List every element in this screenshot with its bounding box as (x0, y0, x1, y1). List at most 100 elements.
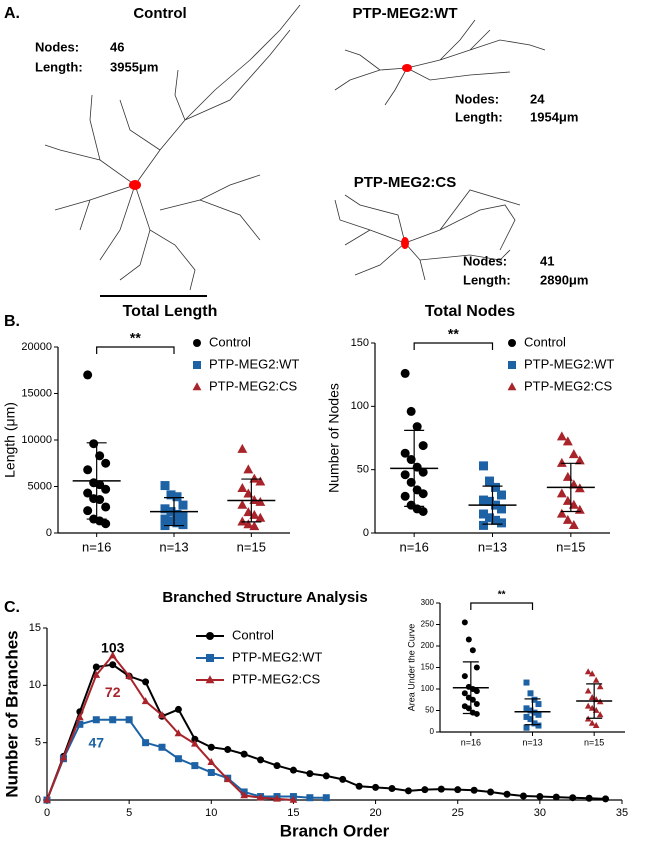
legend-marker (507, 382, 517, 391)
data-point (174, 705, 182, 713)
data-point (240, 791, 248, 799)
data-point (101, 519, 111, 529)
data-point (461, 619, 468, 626)
data-point (141, 697, 150, 705)
data-point (243, 519, 254, 529)
data-point (497, 490, 506, 500)
length-label: Length: (455, 109, 503, 124)
y-tick-label: 15000 (21, 387, 52, 399)
data-point (404, 787, 412, 795)
data-point (142, 678, 150, 686)
data-point (531, 709, 538, 716)
data-point (527, 716, 534, 723)
data-point (59, 753, 68, 761)
data-point (596, 711, 604, 718)
panel-label: B. (4, 313, 20, 330)
data-point (207, 743, 215, 751)
y-tick-label: 5 (35, 737, 41, 749)
data-point (178, 520, 188, 530)
data-point (479, 520, 488, 530)
data-point (125, 671, 133, 679)
data-point (207, 757, 216, 765)
x-tick-label: 20 (369, 807, 381, 819)
data-point (479, 509, 488, 519)
y-axis-label: Number of Nodes (326, 383, 342, 493)
data-point (92, 663, 100, 671)
nodes-label: Nodes: (463, 253, 507, 268)
data-point (584, 687, 592, 694)
data-point (519, 792, 527, 800)
annotation: 47 (88, 734, 104, 750)
y-tick-label: 100 (351, 400, 369, 412)
legend-label: PTP-MEG2:WT (209, 356, 299, 371)
data-point (592, 676, 600, 683)
legend-marker (192, 382, 202, 391)
data-point (418, 441, 428, 451)
chart-title: Total Nodes (425, 303, 515, 320)
y-tick-label: 150 (421, 663, 435, 672)
length-value: 1954μm (530, 109, 578, 124)
data-point (535, 701, 542, 708)
y-axis-label: Area Under the Curve (406, 624, 416, 712)
x-tick-label: n=13 (478, 539, 507, 554)
data-point (289, 766, 297, 774)
y-axis-label: Length (μm) (2, 402, 18, 478)
data-point (418, 506, 428, 516)
data-point (552, 793, 560, 801)
data-point (339, 775, 347, 783)
y-tick-label: 150 (351, 337, 369, 349)
y-tick-label: 200 (421, 641, 435, 650)
data-point (273, 794, 281, 802)
x-tick-label: 35 (616, 807, 628, 819)
data-point (491, 515, 500, 525)
legend-marker (193, 339, 201, 347)
data-point (224, 746, 232, 754)
data-point (76, 720, 84, 728)
chart-title: Branched Structure Analysis (162, 589, 367, 606)
neuron-title: PTP-MEG2:CS (354, 174, 457, 191)
legend-label: Control (209, 334, 251, 349)
data-point (531, 696, 538, 703)
data-point (255, 476, 266, 486)
data-point (568, 520, 579, 529)
data-point (89, 439, 99, 449)
annotation: 103 (101, 639, 125, 655)
data-point (469, 647, 476, 654)
data-point (101, 458, 111, 468)
data-point (569, 794, 577, 802)
data-point (556, 488, 567, 498)
significance-bracket (470, 602, 534, 610)
data-point (289, 795, 298, 803)
panel-label: C. (4, 599, 20, 616)
data-point (191, 739, 199, 747)
legend-marker (206, 632, 214, 640)
data-point (585, 794, 593, 802)
data-point (602, 795, 610, 803)
legend-label: PTP-MEG2:WT (232, 649, 322, 664)
data-point (454, 786, 462, 794)
data-point (166, 490, 176, 500)
significance-label: ** (448, 326, 459, 342)
data-point (125, 716, 133, 724)
data-point (400, 470, 410, 480)
nodes-value: 46 (110, 39, 124, 54)
data-point (531, 720, 538, 727)
data-point (160, 514, 170, 524)
data-point (491, 482, 500, 492)
x-tick-label: 30 (534, 807, 546, 819)
data-point (406, 406, 416, 416)
data-point (461, 690, 468, 697)
data-point (83, 370, 93, 380)
data-point (158, 743, 166, 751)
data-point (256, 793, 265, 801)
data-point (237, 516, 248, 526)
data-point (437, 785, 445, 793)
data-point (400, 368, 410, 378)
data-point (83, 506, 93, 516)
data-point (412, 462, 422, 472)
data-point (108, 651, 117, 659)
data-point (562, 436, 573, 446)
data-point (174, 729, 183, 737)
legend-marker (508, 361, 516, 369)
neuron-title: PTP-MEG2:WT (353, 5, 458, 22)
